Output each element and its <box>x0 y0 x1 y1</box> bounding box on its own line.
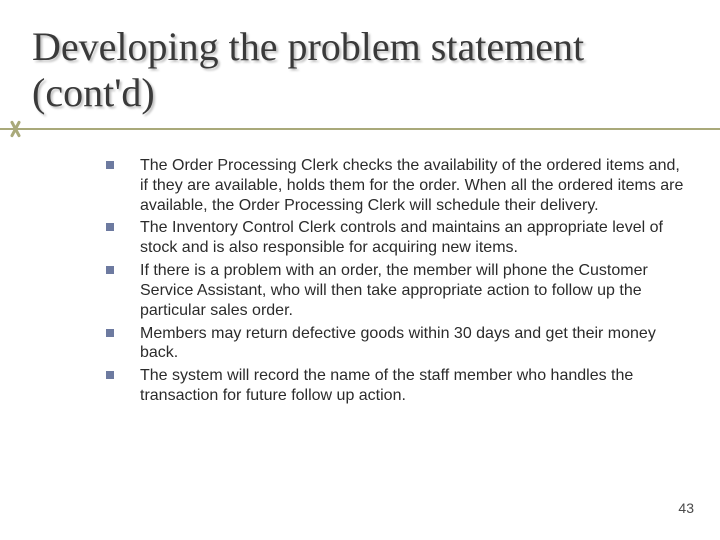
slide-title: Developing the problem statement (cont'd… <box>32 24 692 116</box>
slide-body: The Order Processing Clerk checks the av… <box>48 156 692 406</box>
list-item: The Inventory Control Clerk controls and… <box>106 218 684 258</box>
bullet-list: The Order Processing Clerk checks the av… <box>106 156 684 406</box>
slide: Developing the problem statement (cont'd… <box>0 0 720 540</box>
rule-ornament <box>10 120 22 138</box>
list-item: Members may return defective goods withi… <box>106 324 684 364</box>
page-number: 43 <box>678 500 694 516</box>
list-item: The system will record the name of the s… <box>106 366 684 406</box>
title-rule <box>0 122 720 136</box>
list-item: The Order Processing Clerk checks the av… <box>106 156 684 215</box>
list-item: If there is a problem with an order, the… <box>106 261 684 320</box>
rule-bar <box>0 128 720 130</box>
